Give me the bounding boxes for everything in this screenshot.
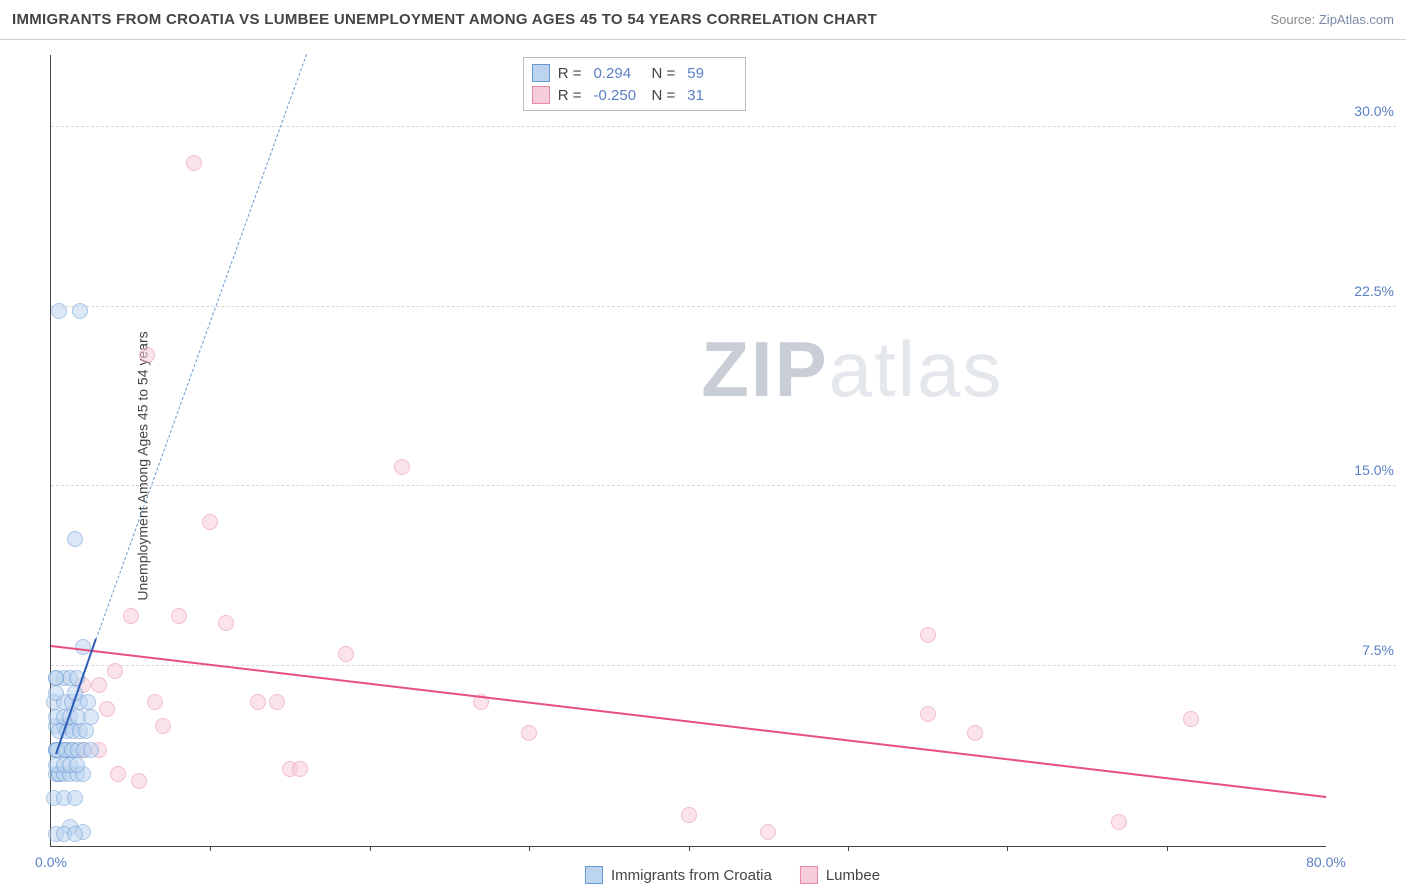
data-point-croatia (83, 709, 99, 725)
gridline-horizontal (51, 306, 1396, 307)
data-point-lumbee (292, 761, 308, 777)
data-point-croatia (51, 303, 67, 319)
legend-swatch (532, 64, 550, 82)
scatter-plot: ZIPatlas 7.5%15.0%22.5%30.0%0.0%80.0%R =… (50, 55, 1326, 847)
trend-line-croatia-extension (95, 54, 306, 639)
gridline-horizontal (51, 485, 1396, 486)
gridline-horizontal (51, 665, 1396, 666)
legend-label: Immigrants from Croatia (611, 867, 772, 884)
r-label: R = (558, 87, 582, 104)
stats-legend-row: R = 0.294 N = 59 (532, 62, 738, 84)
bottom-legend: Immigrants from Croatia Lumbee (585, 866, 880, 884)
x-tick-label: 80.0% (1306, 854, 1346, 870)
watermark: ZIPatlas (701, 324, 1003, 415)
bottom-legend-item: Immigrants from Croatia (585, 866, 772, 884)
data-point-lumbee (91, 677, 107, 693)
bottom-legend-item: Lumbee (800, 866, 880, 884)
data-point-lumbee (186, 155, 202, 171)
x-tick-mark (529, 846, 530, 851)
data-point-croatia (69, 757, 85, 773)
data-point-croatia (67, 826, 83, 842)
x-tick-mark (689, 846, 690, 851)
r-label: R = (558, 65, 582, 82)
data-point-lumbee (123, 608, 139, 624)
data-point-lumbee (269, 694, 285, 710)
data-point-lumbee (139, 347, 155, 363)
x-tick-mark (1167, 846, 1168, 851)
data-point-croatia (83, 742, 99, 758)
data-point-lumbee (171, 608, 187, 624)
stats-legend-row: R = -0.250 N = 31 (532, 84, 738, 106)
source-prefix: Source: (1270, 12, 1318, 27)
data-point-lumbee (681, 807, 697, 823)
data-point-croatia (78, 723, 94, 739)
watermark-atlas: atlas (829, 325, 1004, 413)
data-point-lumbee (218, 615, 234, 631)
n-label: N = (652, 65, 676, 82)
y-tick-label: 7.5% (1362, 642, 1394, 658)
n-value: 31 (687, 87, 737, 104)
x-tick-mark (848, 846, 849, 851)
data-point-lumbee (250, 694, 266, 710)
n-value: 59 (687, 65, 737, 82)
data-point-lumbee (521, 725, 537, 741)
data-point-croatia (67, 790, 83, 806)
legend-swatch (532, 86, 550, 104)
r-value: -0.250 (594, 87, 644, 104)
data-point-lumbee (107, 663, 123, 679)
data-point-lumbee (99, 701, 115, 717)
chart-area: Unemployment Among Ages 45 to 54 years Z… (0, 40, 1406, 892)
data-point-croatia (48, 685, 64, 701)
data-point-lumbee (202, 514, 218, 530)
x-tick-mark (1007, 846, 1008, 851)
chart-title: IMMIGRANTS FROM CROATIA VS LUMBEE UNEMPL… (12, 11, 877, 28)
y-tick-label: 30.0% (1354, 103, 1394, 119)
data-point-lumbee (338, 646, 354, 662)
data-point-lumbee (920, 706, 936, 722)
y-tick-label: 22.5% (1354, 283, 1394, 299)
x-tick-mark (370, 846, 371, 851)
data-point-lumbee (155, 718, 171, 734)
data-point-lumbee (110, 766, 126, 782)
data-point-croatia (80, 694, 96, 710)
source-link[interactable]: ZipAtlas.com (1319, 12, 1394, 27)
gridline-horizontal (51, 126, 1396, 127)
stats-legend: R = 0.294 N = 59 R = -0.250 N = 31 (523, 57, 747, 111)
n-label: N = (652, 87, 676, 104)
legend-swatch (585, 866, 603, 884)
x-tick-mark (210, 846, 211, 851)
data-point-lumbee (967, 725, 983, 741)
r-value: 0.294 (594, 65, 644, 82)
watermark-zip: ZIP (701, 325, 828, 413)
data-point-lumbee (1111, 814, 1127, 830)
data-point-lumbee (147, 694, 163, 710)
data-point-croatia (67, 531, 83, 547)
legend-label: Lumbee (826, 867, 880, 884)
legend-swatch (800, 866, 818, 884)
source-attribution: Source: ZipAtlas.com (1270, 12, 1394, 27)
data-point-lumbee (394, 459, 410, 475)
y-tick-label: 15.0% (1354, 462, 1394, 478)
trend-line-lumbee (51, 645, 1326, 798)
data-point-lumbee (1183, 711, 1199, 727)
data-point-lumbee (920, 627, 936, 643)
x-tick-label: 0.0% (35, 854, 67, 870)
data-point-lumbee (760, 824, 776, 840)
title-bar: IMMIGRANTS FROM CROATIA VS LUMBEE UNEMPL… (0, 0, 1406, 40)
data-point-lumbee (131, 773, 147, 789)
data-point-croatia (75, 639, 91, 655)
data-point-croatia (72, 303, 88, 319)
